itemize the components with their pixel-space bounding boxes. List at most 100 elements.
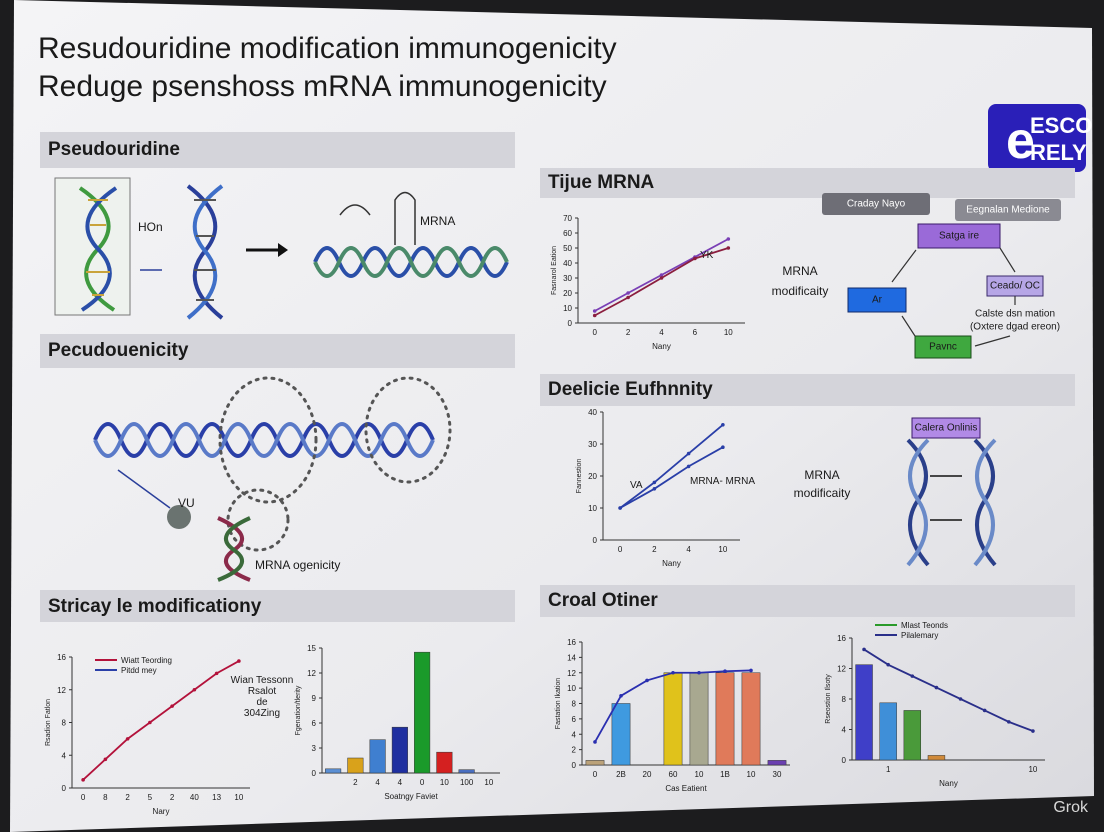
line-series [619,424,724,509]
x-axis-label: Nany [939,779,958,788]
label: modificaity [772,284,829,298]
y-tick-label: 8 [572,700,577,709]
point [697,670,701,675]
x-tick-label: 2 [353,778,358,787]
bar [611,703,631,766]
x-axis-label: Soatngy Faviet [384,792,438,801]
point [652,480,657,485]
y-tick-label: 12 [567,669,576,678]
point [592,313,597,318]
x-tick-label: 1 [886,765,891,774]
label: MRNA ogenicity [255,558,340,572]
bar [347,757,364,774]
x-tick-label: 2B [616,770,626,779]
point [619,694,623,698]
point [1031,729,1035,733]
y-tick-label: 4 [842,726,847,735]
bar [689,672,709,766]
point [721,445,725,450]
x-tick-label: 10 [484,778,493,787]
node-label: Pavnc [929,342,957,353]
section-bars [40,132,1075,622]
point [686,464,691,469]
node-label: Calera Onlinis [915,423,978,434]
point [618,506,622,510]
point [192,687,197,692]
x-tick-label: 4 [659,328,664,337]
point [592,309,597,313]
y-axis-label: Rseostion Ilsoty [825,674,832,724]
line-series [619,446,724,509]
y-tick-label: 10 [563,304,572,313]
annotation: MRNA- MRNA [690,476,755,487]
x-tick-label: 8 [103,793,108,802]
bar [414,651,431,774]
node-label: Ceado/ OC [990,281,1040,292]
x-tick-label: 40 [190,793,199,802]
title-line: Reduge psenshoss mRNA immunogenicity [38,70,607,103]
x-tick-label: 2 [125,793,130,802]
x-tick-label: 13 [212,793,221,802]
x-tick-label: 4 [375,778,380,787]
y-tick-label: 10 [588,504,597,513]
section-title: Stricay le modificationy [48,596,262,617]
bar [715,672,735,766]
y-tick-label: 4 [572,730,577,739]
y-tick-label: 20 [588,472,597,481]
annotation: Rsalot [248,686,277,697]
section-title: Tijue MRNA [548,172,655,193]
point [721,423,725,427]
x-tick-label: 4 [398,778,403,787]
y-tick-label: 12 [307,669,316,678]
x-tick-label: 0 [592,328,597,337]
legend-label: Pilalemary [901,631,938,640]
y-tick-label: 6 [572,715,577,724]
y-tick-label: 70 [563,214,572,223]
annotation: Wian Tessonn [231,675,294,686]
point [958,697,963,701]
y-axis-label: Fastation Ikation [555,678,562,729]
bar [741,672,761,766]
node-label: Satga ire [939,231,979,242]
dna-illustrations [54,177,997,582]
label: MRNA [782,264,817,278]
node-note: (Oxtere dgad ereon) [970,322,1060,333]
y-tick-label: 8 [842,695,847,704]
label: modificaity [794,486,851,500]
x-tick-label: 1B [720,770,730,779]
y-tick-label: 16 [567,638,576,647]
section-title: Pecudouenicity [48,340,189,361]
point [749,668,753,673]
y-tick-label: 30 [563,274,572,283]
point [652,487,657,491]
point [81,778,85,782]
y-tick-label: 16 [837,634,846,643]
y-axis-label: Fannestion [576,459,583,494]
label: MRNA [804,468,839,482]
legend-label: Mlast Teonds [901,621,948,630]
point [214,671,219,676]
y-tick-label: 0 [568,319,573,328]
point [1007,720,1011,724]
point [982,708,987,713]
y-tick-label: 0 [572,761,577,770]
y-tick-label: 30 [588,440,597,449]
x-tick-label: 6 [693,328,698,337]
y-tick-label: 12 [837,665,846,674]
x-tick-label: 10 [440,778,449,787]
point [593,740,597,744]
x-tick-label: 0 [618,545,623,554]
label: MRNA [420,214,455,228]
x-tick-label: 10 [724,328,733,337]
x-tick-label: 10 [747,770,756,779]
bar [458,769,475,774]
y-tick-label: 60 [563,229,572,238]
x-tick-label: 10 [1028,765,1037,774]
label: HOn [138,220,163,234]
legend-label: Pitdd mey [121,666,157,675]
y-tick-label: 0 [312,769,317,778]
point [671,670,675,675]
point [645,678,649,683]
x-tick-label: 0 [593,770,598,779]
